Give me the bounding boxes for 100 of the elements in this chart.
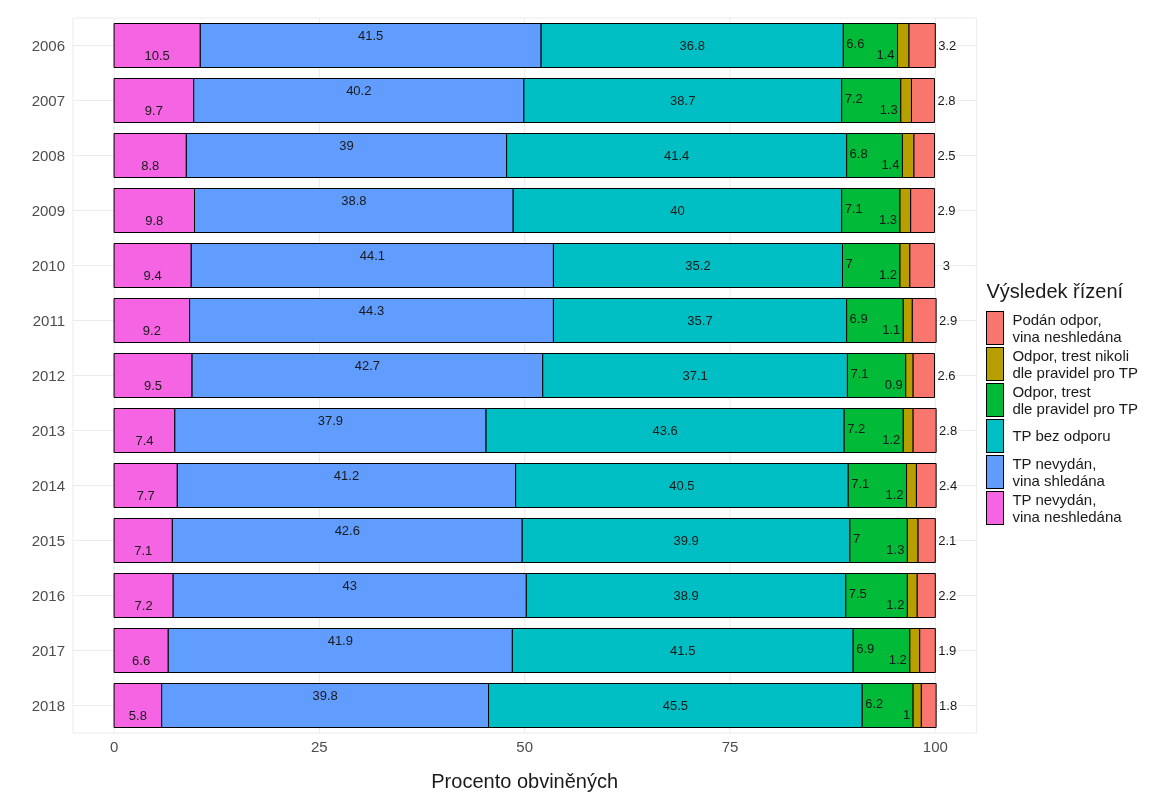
- data-label: 2.8: [937, 93, 956, 108]
- data-label: 7.1: [844, 201, 863, 216]
- data-label: 45.5: [662, 698, 689, 713]
- y-tick-label: 2014: [31, 476, 65, 494]
- data-label: 38.8: [341, 192, 367, 208]
- data-label: 1.3: [878, 212, 897, 227]
- data-label: 1.2: [882, 432, 901, 447]
- data-label: 10.5: [144, 48, 170, 64]
- data-label: 39: [339, 137, 354, 153]
- data-label: 0.9: [884, 377, 903, 392]
- legend-label: Podán odpor, vina neshledána: [1012, 310, 1122, 345]
- x-axis-title: Procento obviněných: [431, 770, 619, 792]
- y-tick-label: 2006: [31, 36, 65, 54]
- y-tick-label: 2008: [31, 146, 65, 164]
- data-label: 44.1: [359, 247, 385, 263]
- data-label: 1.1: [882, 322, 901, 337]
- data-label: 6.9: [849, 311, 868, 326]
- data-label: 7.1: [134, 543, 153, 559]
- data-label: 40: [670, 203, 685, 218]
- data-label: 6.6: [846, 36, 865, 51]
- data-label: 7.1: [851, 476, 870, 491]
- data-label: 41.5: [670, 643, 696, 658]
- legend-label: TP nevydán, vina shledána: [1012, 454, 1105, 489]
- data-label: 7.2: [134, 598, 153, 614]
- data-label: 41.2: [333, 467, 360, 483]
- data-label: 39.9: [673, 533, 699, 548]
- data-label: 7.2: [847, 421, 866, 436]
- data-label: 40.2: [346, 82, 372, 98]
- data-label: 3.2: [938, 38, 957, 53]
- x-tick-label: 75: [721, 737, 739, 755]
- legend-label: Odpor, trest nikoli dle pravidel pro TP: [1012, 346, 1138, 381]
- data-label: 36.8: [679, 38, 705, 53]
- y-tick-label: 2018: [31, 696, 65, 714]
- data-label: 1.4: [881, 157, 900, 172]
- data-label: 7.5: [848, 586, 867, 601]
- data-label: 39.8: [312, 687, 338, 703]
- data-label: 42.7: [354, 357, 381, 373]
- y-tick-label: 2011: [32, 311, 65, 329]
- data-label: 41.9: [327, 632, 353, 648]
- data-label: 37.9: [317, 412, 344, 428]
- data-label: 1.2: [878, 267, 897, 282]
- data-label: 2.9: [939, 313, 958, 328]
- x-tick-label: 50: [516, 737, 534, 755]
- data-label: 7.7: [136, 488, 155, 504]
- y-tick-label: 2007: [31, 91, 65, 109]
- data-label: 38.7: [670, 93, 696, 108]
- data-label: 8.8: [141, 158, 160, 174]
- data-label: 2.1: [938, 533, 957, 548]
- data-label: 6.9: [856, 641, 875, 656]
- data-label: 2.4: [939, 478, 958, 493]
- y-tick-label: 2017: [31, 641, 65, 659]
- data-label: 6.8: [849, 146, 868, 161]
- data-label: 7: [845, 256, 853, 271]
- y-tick-label: 2010: [31, 256, 65, 274]
- data-label: 2.6: [937, 368, 956, 383]
- data-label: 40.5: [669, 478, 695, 493]
- data-label: 1.2: [885, 487, 904, 502]
- data-label: 9.5: [144, 378, 163, 394]
- data-label: 43.6: [652, 423, 678, 438]
- data-label: 9.8: [145, 213, 164, 229]
- data-label: 9.7: [144, 103, 163, 119]
- data-label: 38.9: [673, 588, 699, 603]
- legend-title: Výsledek řízení: [986, 279, 1125, 303]
- data-label: 37.1: [682, 368, 708, 383]
- x-tick-label: 25: [311, 737, 328, 755]
- data-label: 1.3: [886, 542, 905, 557]
- data-label: 7.1: [850, 366, 869, 381]
- x-tick-label: 0: [109, 737, 119, 755]
- data-label: 1.2: [886, 597, 905, 612]
- data-label: 1.4: [876, 47, 895, 62]
- data-label: 1.2: [888, 652, 907, 667]
- y-tick-label: 2016: [31, 586, 65, 604]
- data-label: 5.8: [128, 708, 147, 724]
- y-tick-label: 2013: [31, 421, 65, 439]
- data-label: 2.8: [939, 423, 958, 438]
- data-label: 6.2: [865, 696, 884, 711]
- data-label: 41.5: [358, 27, 384, 43]
- x-tick-label: 100: [922, 737, 948, 755]
- data-label: 7.4: [135, 433, 154, 449]
- data-label: 7.2: [844, 91, 863, 106]
- data-label: 2.9: [937, 203, 956, 218]
- data-label: 43: [342, 577, 357, 593]
- legend-label: TP bez odporu: [1012, 427, 1111, 444]
- data-label: 35.7: [687, 313, 713, 328]
- data-label: 6.6: [132, 653, 151, 669]
- data-label: 3: [942, 258, 951, 273]
- data-label: 7: [852, 531, 861, 546]
- y-tick-label: 2009: [31, 201, 65, 219]
- data-label: 9.2: [142, 323, 161, 339]
- data-label: 42.6: [334, 522, 360, 538]
- y-tick-label: 2012: [31, 366, 65, 384]
- data-label: 1.8: [939, 698, 958, 713]
- data-label: 2.5: [937, 148, 956, 163]
- data-label: 1.3: [879, 102, 898, 117]
- data-label: 35.2: [685, 258, 711, 273]
- data-label: 9.4: [143, 268, 162, 284]
- data-label: 2.2: [938, 588, 957, 603]
- data-label: 1: [902, 707, 911, 722]
- data-label: 1.9: [938, 643, 957, 658]
- y-tick-label: 2015: [31, 531, 65, 549]
